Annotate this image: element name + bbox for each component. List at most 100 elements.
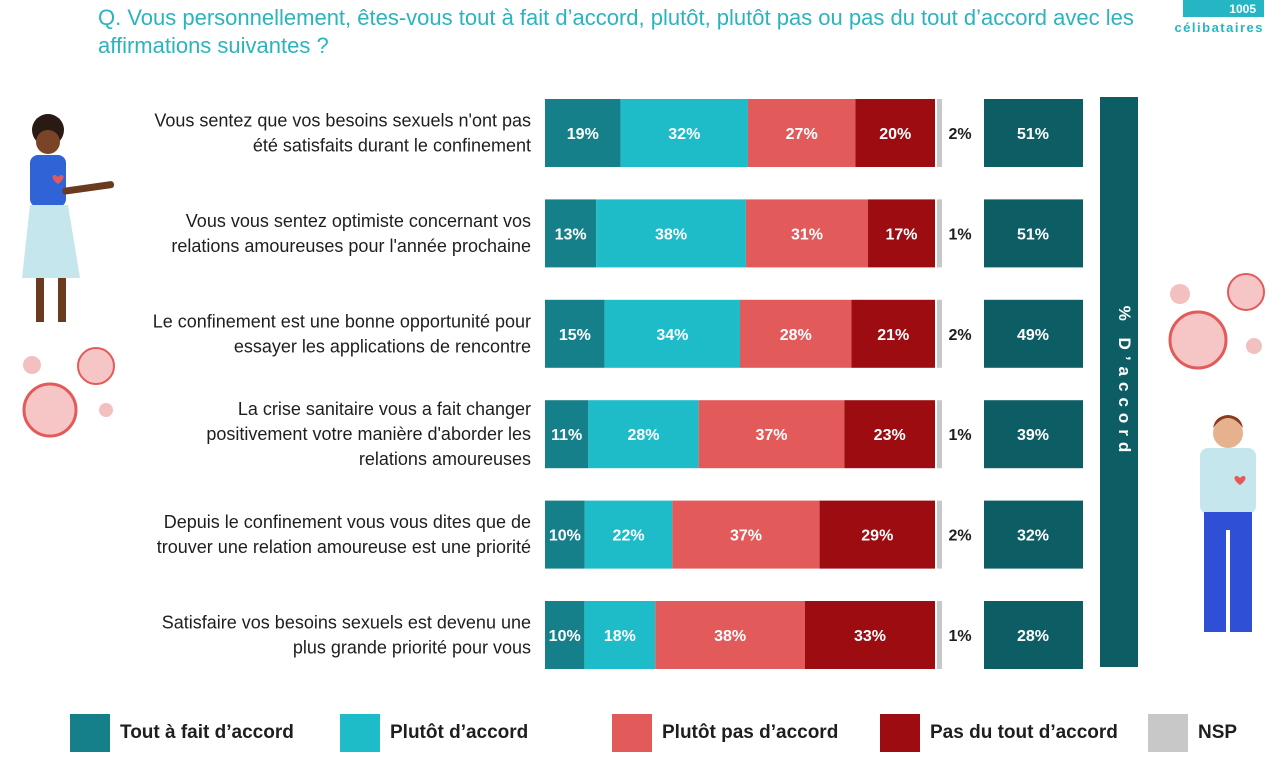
bar-segment [620,99,748,167]
bar-segment [747,99,856,167]
data-label: 34% [656,327,688,344]
accord-total-label: 39% [1017,427,1049,444]
data-label: 13% [555,226,587,243]
bar-segment [868,199,935,268]
legend-swatch [612,714,652,752]
legend-label: Pas du tout d’accord [930,722,1118,743]
category-label: Satisfaire vos besoins sexuels est deven… [162,613,531,633]
logo-number: 1005 [1183,0,1264,17]
bar-segment [545,299,605,368]
data-label: 19% [567,126,599,143]
data-label: 27% [786,126,818,143]
data-label: 11% [551,427,582,444]
accord-total-label: 49% [1017,327,1049,344]
data-label: 28% [780,327,812,344]
data-label: 15% [559,327,591,344]
data-label: 28% [627,427,659,444]
data-label: 17% [885,226,917,243]
data-label: 22% [613,528,645,545]
accord-total-box [984,601,1083,669]
data-label: 33% [854,628,886,645]
legend-item-nsp: NSP [1148,714,1237,752]
legend: Tout à fait d’accord Plutôt d’accord Plu… [0,714,1288,754]
nsp-label: 1% [948,628,971,645]
chart-title: Q. Vous personnellement, êtes-vous tout … [98,5,1134,58]
logo-brand: célibataires [1174,20,1264,35]
bar-segment [655,601,805,669]
data-label: 21% [877,327,909,344]
decoration [22,114,1265,632]
category-label: Depuis le confinement vous vous dites qu… [164,512,531,532]
data-label: 23% [874,427,906,444]
category-label: Vous vous sentez optimiste concernant vo… [186,211,531,231]
category-label: relations amoureuses [359,449,531,469]
data-label: 10% [549,528,581,545]
data-label: 37% [755,427,787,444]
bar-segment-nsp [937,299,942,368]
category-label: trouver une relation amoureuse est une p… [157,537,531,557]
brand-logo: 1005 célibataires [1168,0,1264,35]
bar-segment [588,400,699,469]
accord-total-box [984,199,1083,268]
bar-segment-nsp [937,99,942,167]
legend-label: NSP [1198,722,1238,743]
legend-swatch [880,714,920,752]
bar-segment [855,99,935,167]
accord-total-box [984,400,1083,469]
bar-segment-nsp [937,500,942,569]
woman-illustration-icon [22,114,115,322]
data-label: 29% [861,528,893,545]
data-label: 31% [791,226,823,243]
bar-segment [545,199,597,268]
category-label: essayer les applications de rencontre [234,336,531,356]
legend-item-tout-a-fait: Tout à fait d’accord [70,714,294,752]
bar-segment-nsp [937,400,942,469]
category-label: Le confinement est une bonne opportunité… [153,311,531,331]
bar-segment [745,199,869,268]
legend-label: Plutôt pas d’accord [662,722,839,743]
nsp-label: 2% [948,126,971,143]
legend-label: Tout à fait d’accord [120,722,294,743]
bar-segment [851,299,935,368]
accord-total-box [984,99,1083,167]
data-label: 38% [655,226,687,243]
bar-segment [805,601,935,669]
nsp-label: 1% [948,427,971,444]
category-label: La crise sanitaire vous a fait changer [238,399,531,419]
nsp-label: 2% [948,528,971,545]
bar-segment [672,500,820,569]
legend-swatch [1148,714,1188,752]
bar-segment-nsp [937,199,942,268]
bar-segment [698,400,845,469]
bar-segment [584,601,656,669]
category-label: Vous sentez que vos besoins sexuels n'on… [154,111,531,131]
data-label: 32% [668,126,700,143]
bar-segment [819,500,935,569]
bar-segment [545,500,585,569]
accord-total-label: 51% [1017,126,1049,143]
category-label: plus grande priorité pour vous [293,638,531,658]
virus-decoration-icon [22,273,1265,438]
data-label: 20% [879,126,911,143]
legend-label: Plutôt d’accord [390,722,529,743]
accord-total-label: 28% [1017,628,1049,645]
accord-total-label: 51% [1017,226,1049,243]
accord-total-box [984,500,1083,569]
category-label: relations amoureuses pour l'année procha… [171,236,531,256]
accord-side-bar [1100,97,1138,667]
legend-swatch [340,714,380,752]
bar-segment-nsp [937,601,942,669]
stacked-bar-chart: Vous sentez que vos besoins sexuels n'on… [22,97,1265,669]
man-illustration-icon [1200,415,1256,632]
category-label: été satisfaits durant le confinement [253,136,531,156]
bar-segment [584,500,673,569]
bar-segment [545,400,589,469]
bar-segment [844,400,935,469]
data-label: 37% [730,528,762,545]
nsp-label: 2% [948,327,971,344]
bar-segment [545,99,621,167]
bar-segment [740,299,852,368]
data-label: 38% [714,628,746,645]
category-label: positivement votre manière d'aborder les [206,424,531,444]
nsp-label: 1% [948,226,971,243]
